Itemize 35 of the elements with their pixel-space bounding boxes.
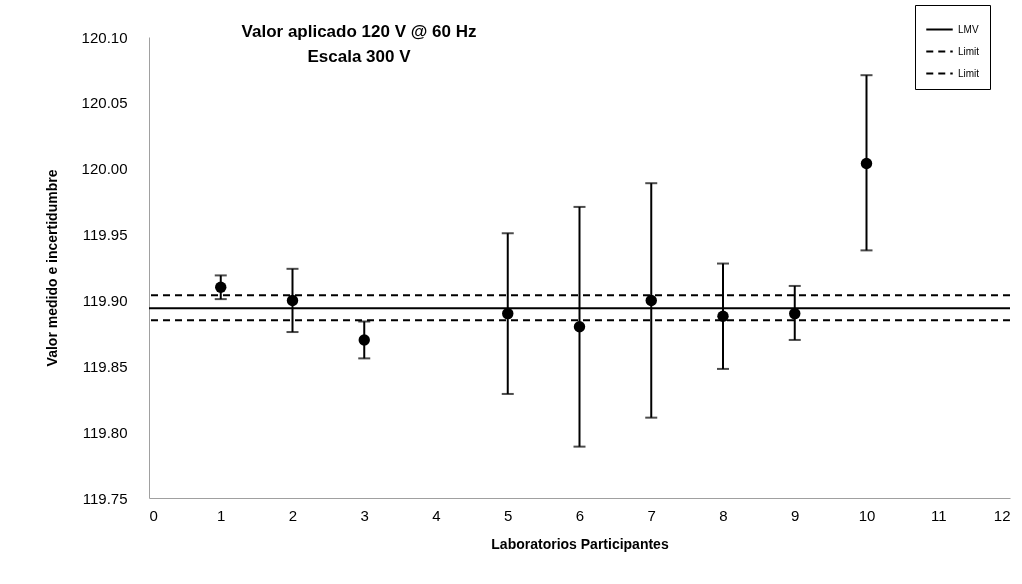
x-tick-label: 6 xyxy=(575,506,585,524)
point xyxy=(358,334,370,346)
y-tick-label: 119.85 xyxy=(82,357,128,375)
x-tick-label: 3 xyxy=(360,506,369,524)
x-tick-label: 2 xyxy=(288,506,298,524)
point xyxy=(860,157,873,170)
x-tick-label: 9 xyxy=(791,506,800,524)
x-tick-label: 8 xyxy=(719,506,728,524)
y-tick-label: 120.00 xyxy=(81,160,128,178)
legend-label: LMV xyxy=(958,23,979,35)
x-tick-label: 11 xyxy=(930,506,947,524)
x-tick-label: 12 xyxy=(993,506,1011,524)
y-tick-label: 119.75 xyxy=(82,489,128,507)
y-tick-label: 120.10 xyxy=(81,28,128,46)
point xyxy=(286,294,299,307)
legend-label: Limit xyxy=(958,67,980,79)
y-tick-label: 119.80 xyxy=(82,423,128,441)
x-axis-title: Laboratorios Participantes xyxy=(491,535,669,552)
y-tick-label: 119.90 xyxy=(82,291,128,309)
point xyxy=(573,321,586,333)
x-tick-label: 1 xyxy=(217,506,226,524)
point xyxy=(717,310,729,322)
x-tick-label: 0 xyxy=(149,506,158,524)
legend-label: Limit xyxy=(958,45,980,57)
x-tick-label: 10 xyxy=(858,506,876,524)
y-axis-title: Valor medido e incertidumbre xyxy=(43,169,60,367)
y-tick-label: 119.95 xyxy=(82,226,128,244)
y-tick-label: 120.05 xyxy=(81,94,128,112)
point xyxy=(215,281,227,293)
x-tick-label: 5 xyxy=(504,506,513,524)
x-tick-label: 7 xyxy=(647,506,656,524)
annotation: Escala 300 V xyxy=(307,47,412,66)
point xyxy=(645,294,657,307)
x-tick-label: 4 xyxy=(432,506,441,524)
annotation: Valor aplicado 120 V @ 60 Hz xyxy=(241,22,477,41)
